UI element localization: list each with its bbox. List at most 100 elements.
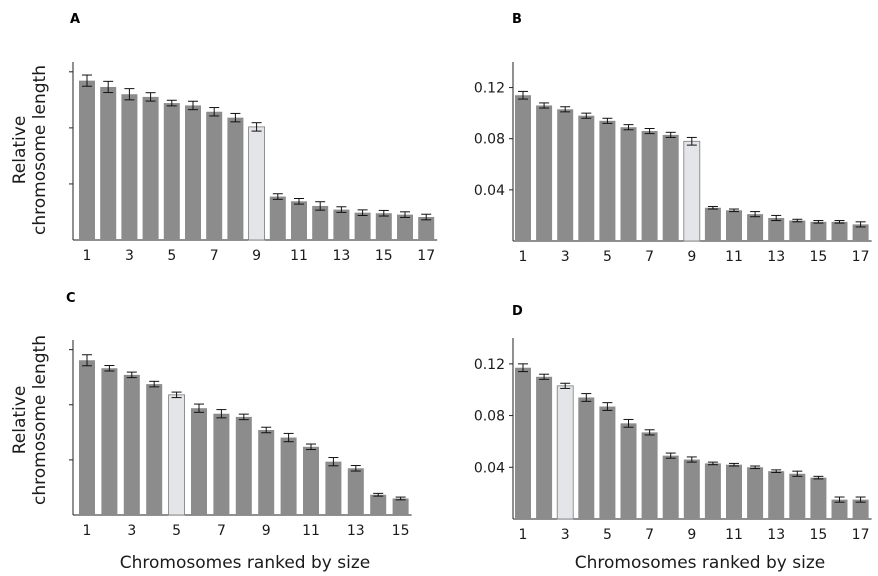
bar xyxy=(79,360,95,515)
x-tick-label: 11 xyxy=(290,248,308,264)
highlighted-bar xyxy=(683,140,701,242)
bar xyxy=(704,463,721,519)
bar xyxy=(213,413,230,515)
panel-label-b: B xyxy=(512,12,522,27)
bar xyxy=(325,461,342,515)
y-tick-label: 0.04 xyxy=(474,183,505,199)
x-tick-label: 5 xyxy=(603,249,612,265)
x-tick-label: 3 xyxy=(561,527,570,543)
x-tick-label: 11 xyxy=(302,523,320,539)
bar xyxy=(121,94,138,240)
bar xyxy=(789,473,806,519)
y-axis-title-line2: chromosome length xyxy=(30,335,50,505)
chart-panel-d: 0.040.080.121 3 5 7 9 11 13 15 17 xyxy=(474,338,872,543)
bar xyxy=(515,95,531,241)
bar xyxy=(599,120,616,241)
bar xyxy=(536,105,553,241)
x-tick-label: 15 xyxy=(375,248,393,264)
bar xyxy=(191,408,207,515)
highlighted-bar xyxy=(248,126,266,241)
bar xyxy=(810,221,827,241)
bar xyxy=(852,499,869,519)
x-tick-label: 1 xyxy=(519,527,528,543)
x-tick-label: 17 xyxy=(852,527,870,543)
bar xyxy=(578,397,595,519)
x-tick-label: 1 xyxy=(83,248,92,264)
bar xyxy=(726,210,742,241)
bar xyxy=(599,406,616,519)
highlighted-bar xyxy=(168,394,186,516)
bar xyxy=(333,209,350,240)
x-tick-label: 15 xyxy=(809,527,827,543)
bar xyxy=(258,429,275,515)
x-tick-label: 7 xyxy=(645,249,654,265)
bar xyxy=(163,103,180,241)
bar xyxy=(303,446,319,515)
bar xyxy=(662,134,679,241)
x-tick-label: 3 xyxy=(561,249,570,265)
bar xyxy=(747,214,764,241)
bar xyxy=(235,416,252,515)
x-tick-label: 15 xyxy=(809,249,827,265)
bar xyxy=(397,214,413,240)
x-tick-label: 11 xyxy=(725,527,743,543)
bar xyxy=(747,467,764,519)
x-tick-label: 17 xyxy=(417,248,435,264)
x-tick-label: 7 xyxy=(210,248,219,264)
y-axis-title-line1: Relative xyxy=(10,116,30,185)
bar xyxy=(291,201,307,240)
y-tick-label: 0.04 xyxy=(474,460,505,476)
x-tick-label: 5 xyxy=(603,527,612,543)
y-tick-label: 0.08 xyxy=(474,132,505,148)
bar xyxy=(280,437,297,515)
x-axis-title-left: Chromosomes ranked by size xyxy=(120,553,370,573)
bar xyxy=(370,494,387,515)
bar xyxy=(620,423,637,519)
x-tick-label: 13 xyxy=(767,527,785,543)
x-tick-label: 13 xyxy=(347,523,365,539)
x-tick-label: 9 xyxy=(252,248,261,264)
x-axis-title-right: Chromosomes ranked by size xyxy=(575,553,825,573)
bar xyxy=(789,220,806,241)
y-axis-title-line2: chromosome length xyxy=(30,65,50,235)
bar xyxy=(418,217,435,240)
x-tick-label: 9 xyxy=(262,523,271,539)
bar xyxy=(185,105,201,240)
x-tick-label: 5 xyxy=(172,523,181,539)
bar xyxy=(392,498,409,515)
y-axis-title-top: Relative chromosome length xyxy=(10,65,50,235)
bar xyxy=(768,217,785,241)
x-tick-label: 11 xyxy=(725,249,743,265)
bar xyxy=(683,459,700,519)
bar xyxy=(810,477,827,519)
x-tick-label: 1 xyxy=(83,523,92,539)
x-tick-label: 7 xyxy=(217,523,226,539)
x-tick-label: 3 xyxy=(127,523,136,539)
bar xyxy=(536,376,553,519)
y-axis-title-line1: Relative xyxy=(10,386,30,455)
bar xyxy=(347,468,364,515)
highlighted-bar xyxy=(556,385,574,520)
bar xyxy=(515,367,531,519)
y-tick-label: 0.12 xyxy=(474,81,505,97)
bar xyxy=(101,368,118,515)
bar xyxy=(768,471,785,519)
x-tick-label: 5 xyxy=(167,248,176,264)
bar xyxy=(578,115,595,241)
bar xyxy=(641,432,658,519)
bar xyxy=(726,464,742,519)
x-tick-label: 9 xyxy=(687,249,696,265)
bar xyxy=(312,205,329,240)
bar xyxy=(662,455,679,519)
chart-panel-a: 1 3 5 7 9 11 13 15 17 xyxy=(69,62,438,264)
bar xyxy=(206,111,223,240)
bar xyxy=(142,96,159,240)
x-tick-label: 9 xyxy=(687,527,696,543)
x-tick-label: 1 xyxy=(519,249,528,265)
bar xyxy=(704,207,721,241)
x-tick-label: 15 xyxy=(392,523,410,539)
x-tick-label: 13 xyxy=(332,248,350,264)
chart-panel-c: 1 3 5 7 9 11 13 15 xyxy=(69,340,412,539)
y-tick-label: 0.08 xyxy=(474,409,505,425)
